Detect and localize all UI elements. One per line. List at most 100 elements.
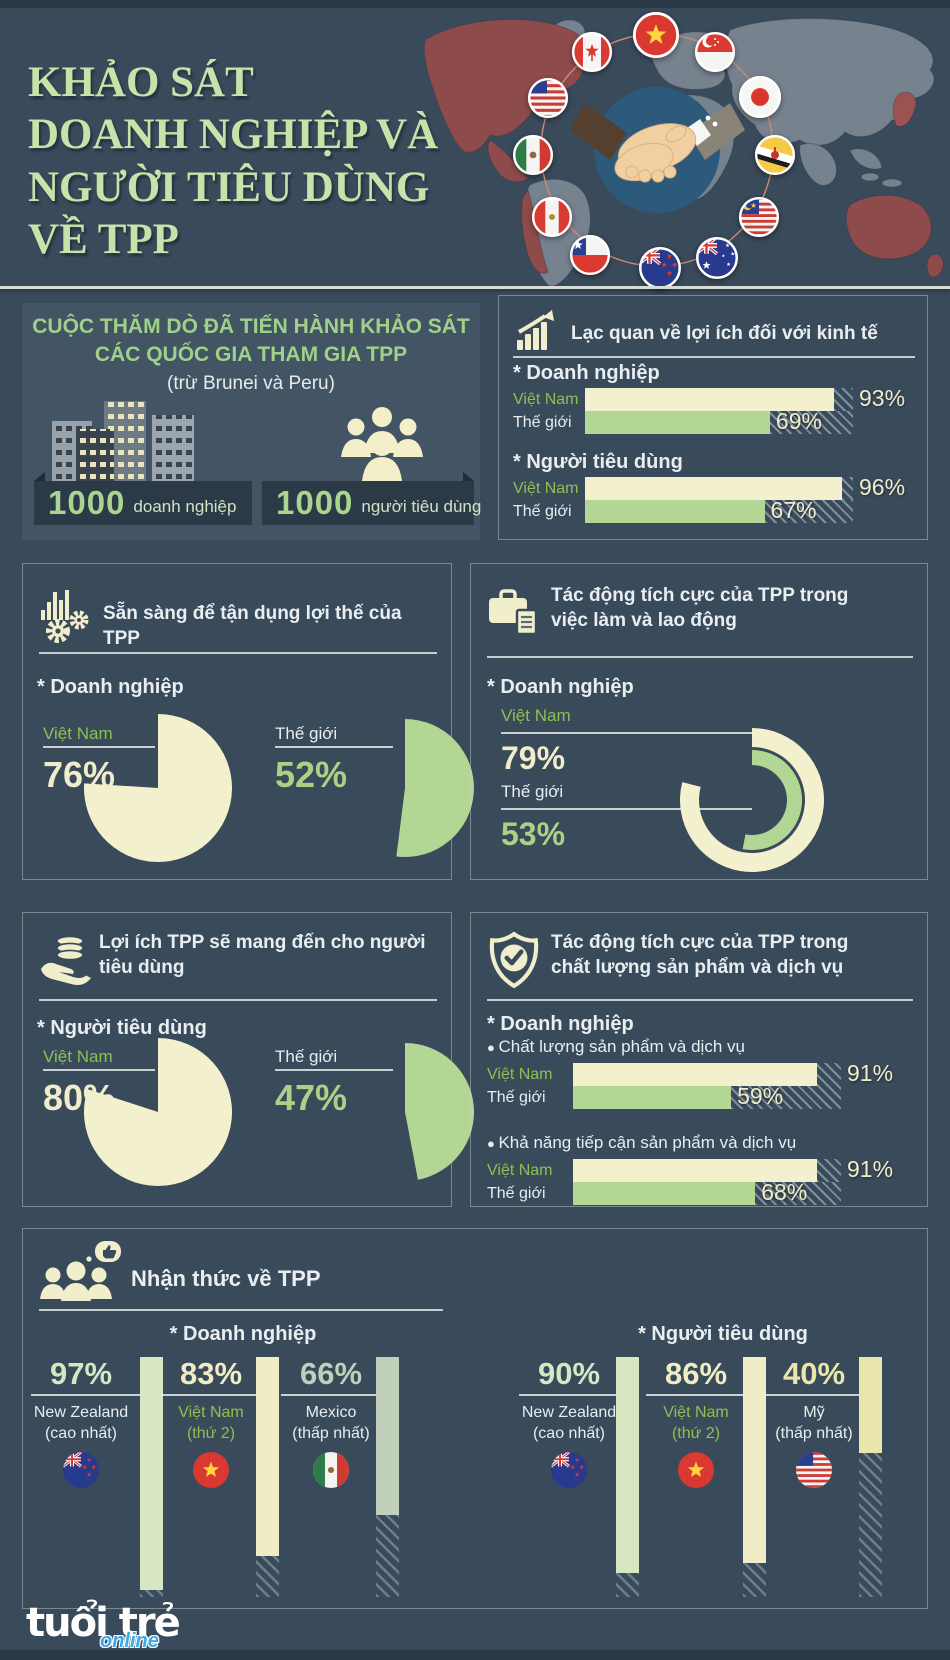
group-label: * Người tiêu dùng [513,451,683,473]
flag-australia-icon [696,237,738,279]
bar-remainder-hatch [731,1086,841,1109]
bar-group: Việt Nam 93% Thế giới 69% [499,385,927,434]
people-thumbsup-icon [40,1241,121,1301]
bar-fill [573,1063,817,1086]
bar-row: Thế giới 69% [499,408,927,434]
bar-fill [585,388,835,411]
bar-value: 68% [761,1179,808,1205]
bar-group: Việt Nam 96% Thế giới 67% [499,474,927,523]
bar-label: Thế giới [513,414,572,431]
briefcase-document-icon [489,589,538,636]
ring-label: Việt Nam [501,706,571,725]
header-divider [0,286,950,289]
bar-track: 91% [573,1156,893,1182]
bar-track: 96% [585,474,905,500]
flag-mexico-icon [313,1452,349,1488]
bar-label: Việt Nam [487,1162,553,1179]
bar-label: Thế giới [487,1089,546,1106]
flag-japan [739,76,781,123]
awareness-bar-fill [376,1357,399,1516]
awareness-bar-fill [256,1357,279,1557]
panel-title: Tác động tích cực của TPP trong chất lượ… [551,931,911,980]
awareness-flag [31,1452,131,1490]
flag-brunei-icon [755,135,795,175]
flag-peru-icon [532,197,572,237]
pie-underline [275,1069,393,1071]
pie-label: Thế giới [275,1047,338,1066]
awareness-underline [281,1394,395,1396]
flag-vietnam-icon [193,1452,229,1488]
stat-label: doanh nghiệp [133,497,237,516]
pie-chart [83,1038,232,1186]
flag-australia [696,237,738,284]
ring-underline [501,732,752,734]
ring-label: Thế giới [501,782,564,801]
bar-value: 59% [737,1083,784,1109]
awareness-bar [743,1357,766,1597]
bar-label: Việt Nam [487,1066,553,1083]
bar-fill [573,1159,817,1182]
awareness-country: Việt Nam [178,1404,244,1421]
panel-title: Lợi ích TPP sẽ mang đến cho người tiêu d… [99,931,444,980]
stat-businesses: 1000 doanh nghiệp [34,472,252,525]
pie-label: Việt Nam [43,1047,113,1066]
awareness-underline [161,1394,275,1396]
pie-underline [43,746,155,748]
awareness-bar-fill [140,1357,163,1590]
ring-value: 79% [501,740,566,776]
bar-remainder-hatch [834,388,853,411]
awareness-entry: 83% Việt Nam (thứ 2) [161,1357,275,1490]
awareness-rank-note: (thứ 2) [671,1425,721,1442]
bullet-label: Khả năng tiếp cận sản phẩm và dịch vụ [487,1133,796,1153]
tuoitre-logo: tuổi trẻ online [26,1600,181,1652]
awareness-entry: 86% Việt Nam (thứ 2) [646,1356,760,1490]
awareness-entry: 66% Mexico (thấp nhất) [281,1357,395,1490]
bar-value: 93% [859,385,906,411]
pie-value: 52% [275,754,348,795]
flag-japan-icon [739,76,781,118]
awareness-bar [376,1357,399,1597]
bar-row: Việt Nam 91% [471,1156,927,1182]
page-title-line: KHẢO SÁT [28,58,254,106]
bar-remainder-hatch [816,1159,841,1182]
bar-remainder-hatch [764,500,853,523]
page-title: KHẢO SÁT DOANH NGHIỆP VÀ NGƯỜI TIÊU DÙNG… [28,57,458,267]
awareness-rank-note: (cao nhất) [44,1425,118,1442]
awareness-value: 97% [49,1356,113,1391]
flag-usa [528,78,568,123]
awareness-underline [519,1394,633,1396]
awareness-bar-fill [859,1357,882,1453]
title-underline [39,652,437,654]
title-underline [487,656,913,658]
bars-gears-icon [41,590,89,643]
panel-survey-scope: CUỘC THĂM DÒ ĐÃ TIẾN HÀNH KHẢO SÁT CÁC Q… [22,303,481,540]
awareness-bar-fill [743,1357,766,1564]
stat-value: 1000 [276,484,354,521]
panel-quality-services: Tác động tích cực của TPP trong chất lượ… [470,912,928,1207]
awareness-bar [616,1357,639,1597]
awareness-rank-note: (thấp nhất) [775,1425,853,1442]
awareness-flag [281,1452,381,1490]
awareness-entry: 90% New Zealand (cao nhất) [519,1356,633,1490]
coins-hand-icon [41,935,91,986]
awareness-value: 90% [537,1356,601,1391]
title-underline [39,999,437,1001]
awareness-value: 86% [664,1356,728,1391]
bar-track: 68% [573,1179,841,1205]
bar-value: 69% [775,408,822,434]
flag-singapore-icon [695,32,735,72]
panel-title-line: chất lượng sản phẩm và dịch vụ [551,956,844,978]
flag-peru [532,197,572,242]
flag-singapore [695,32,735,77]
bar-track: 91% [573,1060,893,1086]
group-label: * Người tiêu dùng [37,1017,207,1039]
panel-jobs-labor: Tác động tích cực của TPP trong việc làm… [470,563,928,880]
panel-consumer-benefits: Lợi ích TPP sẽ mang đến cho người tiêu d… [22,912,475,1207]
awareness-flag [764,1452,864,1490]
awareness-bar-hatch [616,1573,639,1597]
flag-new-zealand-icon [551,1452,587,1488]
bar-track: 67% [585,497,853,523]
flag-new-zealand-icon [639,247,681,289]
trend-chart-icon [517,310,554,350]
